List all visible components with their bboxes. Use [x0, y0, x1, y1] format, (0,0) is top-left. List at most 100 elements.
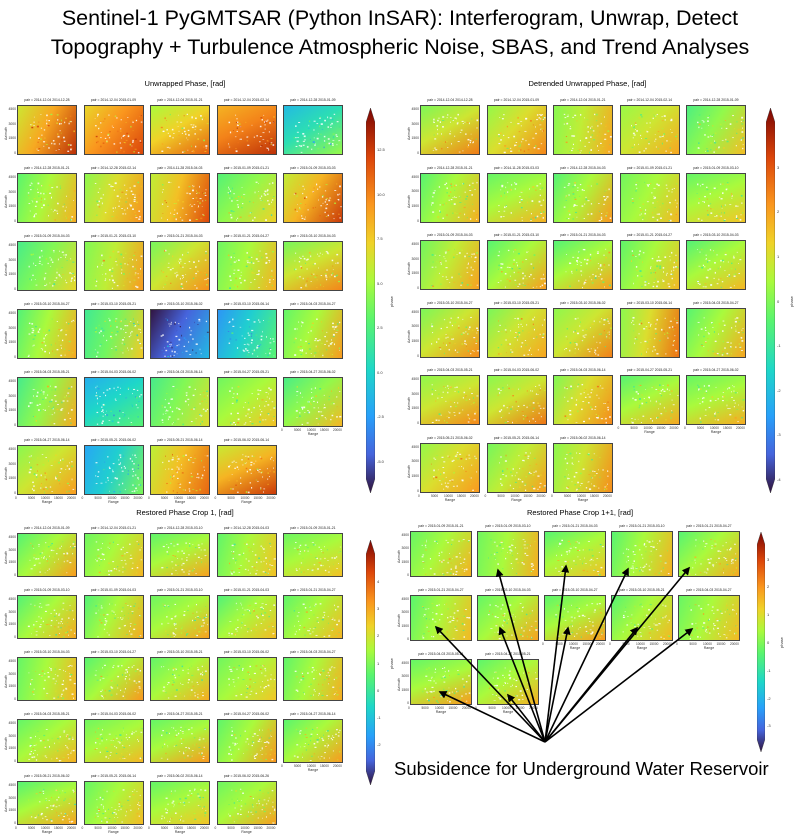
- pair-label: pair = 2015-01-21 2015-03-10: [611, 524, 673, 528]
- phase-map: [84, 533, 144, 577]
- x-tick-label: 15000: [121, 496, 130, 500]
- x-axis-label: Range: [283, 432, 343, 436]
- interferogram-thumbnail: pair = 2015-03-10 2015-05-21: [84, 309, 144, 359]
- phase-map: [420, 240, 480, 290]
- y-tick-label: 4500: [2, 447, 16, 451]
- pair-label: pair = 2014-12-28 2015-04-03: [553, 166, 613, 170]
- phase-map: [17, 105, 77, 155]
- colorbar-label: phase: [789, 296, 794, 307]
- interferogram-thumbnail: pair = 2015-01-21 2015-04-27: [678, 531, 740, 577]
- phase-map: [17, 657, 77, 701]
- x-tick-label: 0: [485, 494, 487, 498]
- pair-label: pair = 2015-04-27 2015-05-21: [217, 370, 277, 374]
- y-tick-label: 1500: [2, 808, 16, 812]
- phase-map: [420, 308, 480, 358]
- interferogram-thumbnail: pair = 2014-12-04 2015-01-09: [487, 105, 547, 155]
- phase-map: [84, 781, 144, 825]
- y-tick-label: 3000: [405, 257, 419, 261]
- phase-map: [544, 531, 606, 577]
- pair-label: pair = 2015-06-02 2015-06-14: [217, 438, 277, 442]
- phase-map: [487, 240, 547, 290]
- interferogram-thumbnail: pair = 2015-03-10 2015-06-02: [553, 308, 613, 358]
- phase-map: [410, 659, 472, 705]
- y-tick-label: 1500: [2, 476, 16, 480]
- phase-map: [283, 309, 343, 359]
- pair-label: pair = 2014-12-28 2015-03-10: [150, 526, 210, 530]
- interferogram-thumbnail: pair = 2015-01-21 2015-04-27: [620, 240, 680, 290]
- x-tick-label: 10000: [41, 496, 50, 500]
- pair-label: pair = 2015-03-10 2015-04-03: [686, 233, 746, 237]
- pair-label: pair = 2015-04-03 2015-05-21: [420, 368, 480, 372]
- interferogram-thumbnail: pair = 2014-12-04 2015-01-21: [84, 533, 144, 577]
- phase-map: [283, 719, 343, 763]
- colorbar-tick-label: 2: [377, 633, 379, 638]
- pair-label: pair = 2015-05-21 2015-06-14: [487, 436, 547, 440]
- y-tick-label: 3000: [2, 394, 16, 398]
- pair-label: pair = 2015-01-21 2015-04-03: [553, 233, 613, 237]
- pair-label: pair = 2014-12-28 2015-01-09: [686, 98, 746, 102]
- pair-label: pair = 2015-04-27 2015-06-14: [283, 712, 343, 716]
- y-tick-label: 3000: [2, 672, 16, 676]
- x-tick-label: 0: [82, 826, 84, 830]
- y-tick-label: 1500: [2, 746, 16, 750]
- y-tick-label: 0: [2, 151, 16, 155]
- x-tick-label: 0: [408, 706, 410, 710]
- phase-map: [487, 375, 547, 425]
- phase-map: [283, 533, 343, 577]
- y-tick-label: 3000: [405, 122, 419, 126]
- x-axis-label: Range: [420, 498, 480, 502]
- interferogram-thumbnail: pair = 2015-03-10 2015-06-02: [150, 309, 210, 359]
- pair-label: pair = 2015-01-21 2015-04-27: [620, 233, 680, 237]
- y-tick-label: 1500: [405, 339, 419, 343]
- y-tick-label: 4500: [2, 659, 16, 663]
- colorbar-tick-label: -2: [377, 742, 381, 747]
- interferogram-thumbnail: pair = 2015-03-10 2015-06-14: [217, 309, 277, 359]
- pair-label: pair = 2015-03-10 2015-06-14: [217, 302, 277, 306]
- pair-label: pair = 2015-05-21 2015-06-02: [420, 436, 480, 440]
- x-tick-label: 20000: [537, 494, 546, 498]
- interferogram-thumbnail: pair = 2015-01-21 2015-04-27: [410, 595, 472, 641]
- x-axis-label: Range: [678, 646, 740, 650]
- pair-label: pair = 2015-01-09 2015-04-03: [84, 588, 144, 592]
- x-tick-label: 10000: [307, 428, 316, 432]
- phase-map: [84, 309, 144, 359]
- phase-map: [150, 533, 210, 577]
- colorbar-tick-label: 2.5: [377, 325, 383, 330]
- interferogram-thumbnail: pair = 2015-01-21 2015-03-10: [611, 531, 673, 577]
- interferogram-thumbnail: pair = 2015-03-10 2015-04-03: [17, 657, 77, 701]
- interferogram-thumbnail: pair = 2014-12-28 2015-04-03: [553, 173, 613, 223]
- x-tick-label: 5000: [631, 426, 638, 430]
- x-tick-label: 10000: [241, 826, 250, 830]
- pair-label: pair = 2014-12-28 2015-01-09: [283, 98, 343, 102]
- pair-label: pair = 2015-03-10 2015-05-21: [487, 301, 547, 305]
- x-tick-label: 20000: [603, 494, 612, 498]
- interferogram-thumbnail: pair = 2015-03-10 2015-04-03: [686, 240, 746, 290]
- y-tick-label: 0: [2, 573, 16, 577]
- pair-label: pair = 2015-01-21 2015-04-27: [283, 588, 343, 592]
- pair-label: pair = 2015-04-03 2015-04-27: [678, 588, 740, 592]
- colorbar-tick-label: 0: [377, 688, 379, 693]
- x-tick-label: 5000: [556, 642, 563, 646]
- x-tick-label: 10000: [108, 826, 117, 830]
- phase-map: [17, 719, 77, 763]
- interferogram-thumbnail: pair = 2015-01-09 2015-04-03: [84, 595, 144, 639]
- interferogram-thumbnail: pair = 2015-04-03 2015-06-02: [487, 375, 547, 425]
- colorbar-tick-label: -5.0: [377, 459, 384, 464]
- interferogram-thumbnail: pair = 2015-04-03 2015-04-27: [678, 595, 740, 641]
- x-tick-label: 15000: [320, 428, 329, 432]
- interferogram-thumbnail: pair = 2015-04-03 2015-05-21: [17, 719, 77, 763]
- pair-label: pair = 2015-03-10 2015-04-27: [17, 302, 77, 306]
- phase-map: [84, 377, 144, 427]
- x-tick-label: 15000: [54, 496, 63, 500]
- x-tick-label: 20000: [333, 428, 342, 432]
- pair-label: pair = 2015-01-09 2015-01-21: [620, 166, 680, 170]
- phase-map: [150, 781, 210, 825]
- interferogram-thumbnail: pair = 2015-05-21 2015-06-02: [84, 445, 144, 495]
- phase-map: [84, 105, 144, 155]
- phase-map: [420, 105, 480, 155]
- y-tick-label: 4500: [405, 107, 419, 111]
- x-tick-label: 20000: [736, 426, 745, 430]
- x-tick-label: 0: [215, 826, 217, 830]
- interferogram-thumbnail: pair = 2015-04-27 2015-05-21: [477, 659, 539, 705]
- y-tick-label: 4500: [395, 597, 409, 601]
